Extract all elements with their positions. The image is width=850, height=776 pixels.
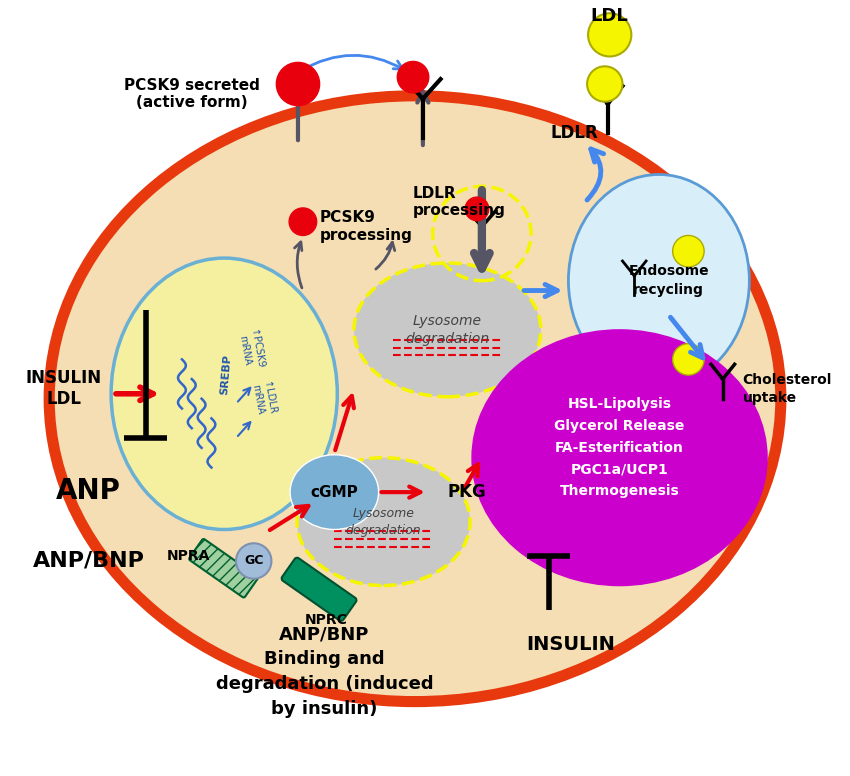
Text: INSULIN: INSULIN [526,635,615,654]
Text: NPRC: NPRC [305,613,348,627]
FancyBboxPatch shape [281,558,356,621]
Ellipse shape [569,175,750,387]
Ellipse shape [472,330,767,586]
Circle shape [276,62,320,106]
Circle shape [289,208,317,235]
Circle shape [672,344,704,375]
Text: Lysosome
degradation: Lysosome degradation [405,314,490,346]
Text: Lysosome
degradation: Lysosome degradation [346,507,422,537]
Text: GC: GC [244,555,264,567]
Text: LDLR
processing: LDLR processing [413,185,506,218]
Text: LDLR: LDLR [551,124,598,142]
FancyBboxPatch shape [190,539,258,598]
Ellipse shape [354,263,541,397]
Text: Endosome
recycling: Endosome recycling [628,265,709,297]
Text: INSULIN
LDL: INSULIN LDL [26,369,102,408]
Text: LDL: LDL [591,7,629,25]
Circle shape [672,235,704,267]
Circle shape [587,66,622,102]
Text: ↑PCSK9
mRNA: ↑PCSK9 mRNA [236,328,265,371]
Ellipse shape [290,455,378,529]
Text: ANP: ANP [56,477,121,505]
Text: cGMP: cGMP [310,485,358,500]
Circle shape [588,13,632,57]
Text: ANP/BNP: ANP/BNP [32,551,144,571]
Ellipse shape [49,95,781,702]
Text: ↑LDLR
mRNA: ↑LDLR mRNA [250,380,277,417]
Ellipse shape [111,258,337,529]
Text: PKG: PKG [447,483,486,501]
Circle shape [397,61,428,93]
Circle shape [465,197,489,220]
Text: ANP/BNP
Binding and
degradation (induced
by insulin): ANP/BNP Binding and degradation (induced… [216,625,434,719]
Text: Cholesterol
uptake: Cholesterol uptake [743,372,832,405]
Text: SREBP: SREBP [219,353,233,395]
Text: HSL-Lipolysis
Glycerol Release
FA-Esterification
PGC1a/UCP1
Thermogenesis: HSL-Lipolysis Glycerol Release FA-Esteri… [554,397,685,498]
Circle shape [236,543,271,579]
Text: NPRA: NPRA [167,549,211,563]
Text: PCSK9 secreted
(active form): PCSK9 secreted (active form) [124,78,260,110]
Text: PCSK9
processing: PCSK9 processing [320,210,412,243]
Ellipse shape [297,458,470,586]
